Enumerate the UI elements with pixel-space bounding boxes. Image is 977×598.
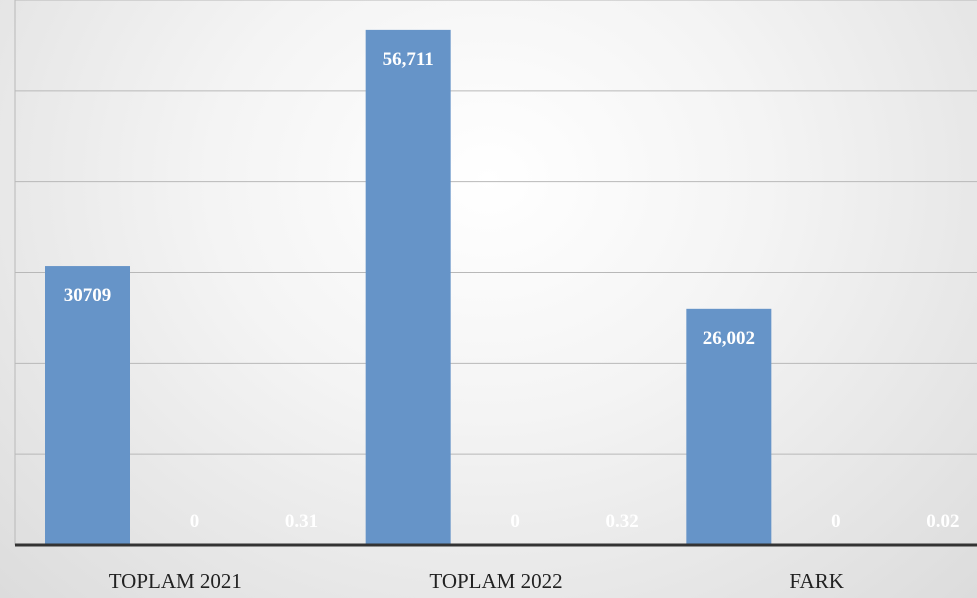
data-label: 0: [190, 511, 200, 532]
data-label: 30709: [64, 285, 112, 306]
x-tick-label: TOPLAM 2022: [429, 569, 562, 593]
data-label: 0: [831, 511, 841, 532]
data-label: 0.31: [285, 511, 318, 532]
x-tick-label: TOPLAM 2021: [109, 569, 242, 593]
data-label: 0.02: [926, 511, 959, 532]
bar: [686, 308, 772, 545]
data-label: 0.32: [606, 511, 639, 532]
data-label: 26,002: [703, 328, 755, 349]
bar: [45, 266, 130, 545]
data-label: 56,711: [383, 49, 434, 70]
data-label: 0: [510, 511, 520, 532]
bar: [365, 29, 451, 546]
x-tick-label: FARK: [789, 569, 843, 593]
